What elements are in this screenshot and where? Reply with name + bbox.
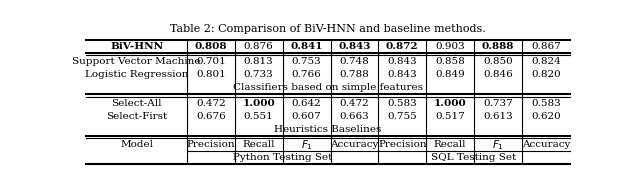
Text: 0.872: 0.872 xyxy=(386,42,419,51)
Text: 0.551: 0.551 xyxy=(244,112,274,121)
Text: 0.620: 0.620 xyxy=(531,112,561,121)
Text: 0.766: 0.766 xyxy=(292,70,321,79)
Text: 0.843: 0.843 xyxy=(387,70,417,79)
Text: 0.849: 0.849 xyxy=(435,70,465,79)
Text: Precision: Precision xyxy=(378,140,427,149)
Text: 0.583: 0.583 xyxy=(531,99,561,108)
Text: Logistic Regression: Logistic Regression xyxy=(85,70,188,79)
Text: 0.583: 0.583 xyxy=(387,99,417,108)
Text: Classifiers based on simple features: Classifiers based on simple features xyxy=(233,83,423,92)
Text: 0.843: 0.843 xyxy=(339,42,371,51)
Text: Support Vector Machine: Support Vector Machine xyxy=(72,57,201,66)
Text: Recall: Recall xyxy=(434,140,467,149)
Text: 0.755: 0.755 xyxy=(387,112,417,121)
Text: 0.824: 0.824 xyxy=(531,57,561,66)
Text: Select-All: Select-All xyxy=(111,99,162,108)
Text: 0.663: 0.663 xyxy=(340,112,369,121)
Text: 0.813: 0.813 xyxy=(244,57,274,66)
Text: 1.000: 1.000 xyxy=(243,99,275,108)
Text: 0.676: 0.676 xyxy=(196,112,226,121)
Text: 0.472: 0.472 xyxy=(340,99,369,108)
Text: 0.607: 0.607 xyxy=(292,112,321,121)
Text: 0.748: 0.748 xyxy=(340,57,369,66)
Text: 0.788: 0.788 xyxy=(340,70,369,79)
Text: 0.888: 0.888 xyxy=(482,42,514,51)
Text: Accuracy: Accuracy xyxy=(330,140,379,149)
Text: 0.613: 0.613 xyxy=(483,112,513,121)
Text: Recall: Recall xyxy=(243,140,275,149)
Text: Model: Model xyxy=(120,140,153,149)
Text: 0.753: 0.753 xyxy=(292,57,321,66)
Text: 0.472: 0.472 xyxy=(196,99,226,108)
Text: 0.843: 0.843 xyxy=(387,57,417,66)
Text: $F_1$: $F_1$ xyxy=(492,138,504,152)
Text: Precision: Precision xyxy=(187,140,235,149)
Text: 0.841: 0.841 xyxy=(291,42,323,51)
Text: Accuracy: Accuracy xyxy=(522,140,570,149)
Text: 0.850: 0.850 xyxy=(483,57,513,66)
Text: 0.903: 0.903 xyxy=(435,42,465,51)
Text: SQL Testing Set: SQL Testing Set xyxy=(431,153,516,162)
Text: 0.876: 0.876 xyxy=(244,42,274,51)
Text: Python Testing Set: Python Testing Set xyxy=(233,153,332,162)
Text: Table 2: Comparison of BiV-HNN and baseline methods.: Table 2: Comparison of BiV-HNN and basel… xyxy=(170,24,486,34)
Text: Select-First: Select-First xyxy=(106,112,167,121)
Text: BiV-HNN: BiV-HNN xyxy=(110,42,163,51)
Text: 0.801: 0.801 xyxy=(196,70,226,79)
Text: 0.517: 0.517 xyxy=(435,112,465,121)
Text: 0.808: 0.808 xyxy=(195,42,227,51)
Text: $F_1$: $F_1$ xyxy=(301,138,312,152)
Text: 0.642: 0.642 xyxy=(292,99,321,108)
Text: 1.000: 1.000 xyxy=(434,99,467,108)
Text: 0.733: 0.733 xyxy=(244,70,274,79)
Text: 0.737: 0.737 xyxy=(483,99,513,108)
Text: 0.820: 0.820 xyxy=(531,70,561,79)
Text: 0.858: 0.858 xyxy=(435,57,465,66)
Text: 0.867: 0.867 xyxy=(531,42,561,51)
Text: 0.701: 0.701 xyxy=(196,57,226,66)
Text: Heuristics Baselines: Heuristics Baselines xyxy=(275,125,381,134)
Text: 0.846: 0.846 xyxy=(483,70,513,79)
